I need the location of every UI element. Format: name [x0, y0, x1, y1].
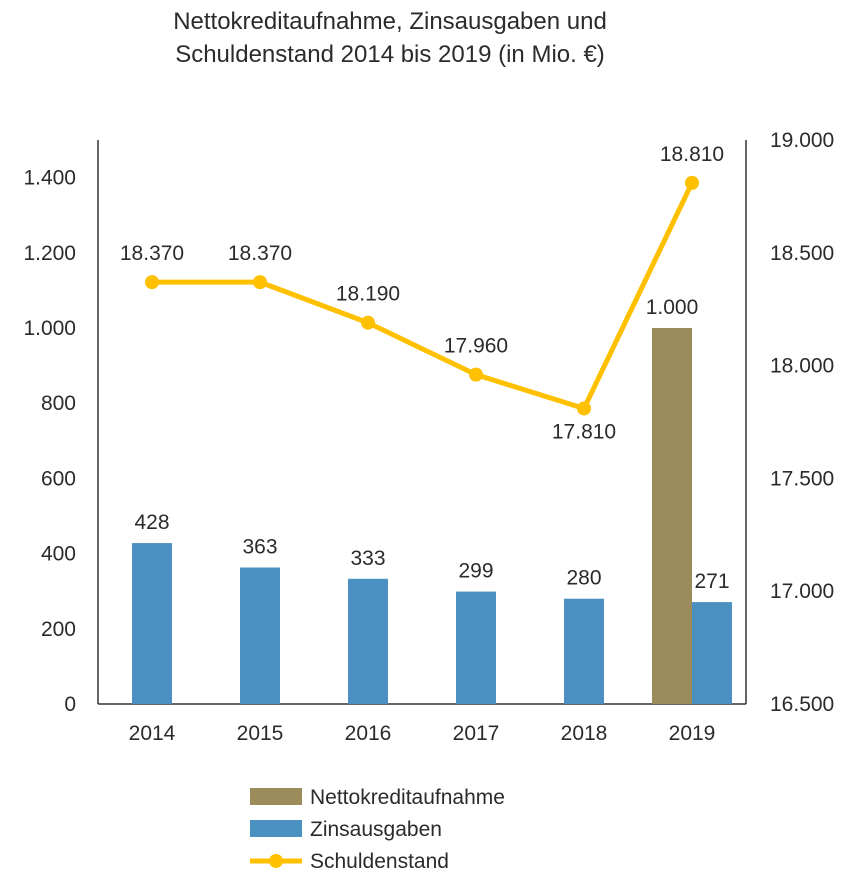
- data-label-schuldenstand: 18.370: [228, 242, 292, 265]
- data-label-zinsausgaben: 428: [134, 511, 169, 534]
- legend-label-schuldenstand: Schuldenstand: [310, 850, 449, 873]
- data-label-nettokreditaufnahme: 1.000: [646, 296, 699, 319]
- bar-zinsausgaben: [348, 578, 388, 704]
- data-label-schuldenstand: 17.960: [444, 335, 508, 358]
- point-schuldenstand: [361, 315, 375, 330]
- bar-zinsausgaben: [132, 543, 172, 704]
- legend-swatch-nettokreditaufnahme: [250, 788, 302, 805]
- point-schuldenstand: [685, 175, 699, 190]
- y-left-tick-label: 200: [41, 618, 76, 641]
- y-right-tick-label: 18.500: [770, 242, 834, 265]
- x-tick-label: 2014: [129, 722, 176, 745]
- y-left-tick-label: 800: [41, 392, 76, 415]
- y-left-tick-label: 0: [64, 693, 76, 716]
- data-label-zinsausgaben: 363: [242, 536, 277, 559]
- data-label-schuldenstand: 17.810: [552, 420, 616, 443]
- legend-label-nettokreditaufnahme: Nettokreditaufnahme: [310, 786, 505, 809]
- legend-swatch-zinsausgaben: [250, 820, 302, 837]
- y-left-tick-label: 1.000: [23, 317, 76, 340]
- bar-zinsausgaben: [692, 602, 732, 704]
- chart-title-line-1: Nettokreditaufnahme, Zinsausgaben und: [173, 8, 607, 35]
- y-left-tick-label: 1.200: [23, 242, 76, 265]
- line-schuldenstand: [152, 181, 695, 411]
- chart-title-line-2: Schuldenstand 2014 bis 2019 (in Mio. €): [175, 41, 605, 68]
- legend-label-zinsausgaben: Zinsausgaben: [310, 818, 442, 841]
- point-schuldenstand: [469, 367, 483, 382]
- x-tick-label: 2016: [345, 722, 392, 745]
- bar-zinsausgaben: [564, 598, 604, 704]
- data-label-zinsausgaben: 280: [566, 567, 601, 590]
- y-left-tick-label: 400: [41, 543, 76, 566]
- data-label-zinsausgaben: 299: [458, 560, 493, 583]
- data-label-schuldenstand: 18.190: [336, 283, 400, 306]
- x-tick-label: 2019: [669, 722, 716, 745]
- y-right-tick-label: 18.000: [770, 355, 834, 378]
- data-label-zinsausgaben: 333: [350, 547, 385, 570]
- legend-marker-schuldenstand: [269, 854, 283, 868]
- y-right-tick-label: 17.500: [770, 467, 834, 490]
- data-label-zinsausgaben: 271: [694, 570, 729, 593]
- bar-nettokreditaufnahme: [652, 328, 692, 704]
- point-schuldenstand: [253, 275, 267, 290]
- x-tick-label: 2018: [561, 722, 608, 745]
- bar-zinsausgaben: [240, 567, 280, 704]
- point-schuldenstand: [145, 275, 159, 290]
- x-tick-label: 2017: [453, 722, 500, 745]
- y-right-tick-label: 16.500: [770, 693, 834, 716]
- y-left-tick-label: 1.400: [23, 167, 76, 190]
- plot-area: 0 200 400 600 800 1.000 1.200 1.400 16.500 17.000…: [23, 129, 834, 745]
- point-schuldenstand: [577, 401, 591, 416]
- x-tick-label: 2015: [237, 722, 284, 745]
- data-label-schuldenstand: 18.810: [660, 143, 724, 166]
- y-left-tick-label: 600: [41, 467, 76, 490]
- y-right-tick-label: 17.000: [770, 580, 834, 603]
- y-right-tick-label: 19.000: [770, 129, 834, 152]
- legend: Nettokreditaufnahme Zinsausgaben Schuldens…: [250, 786, 505, 873]
- data-label-schuldenstand: 18.370: [120, 242, 184, 265]
- bar-zinsausgaben: [456, 591, 496, 704]
